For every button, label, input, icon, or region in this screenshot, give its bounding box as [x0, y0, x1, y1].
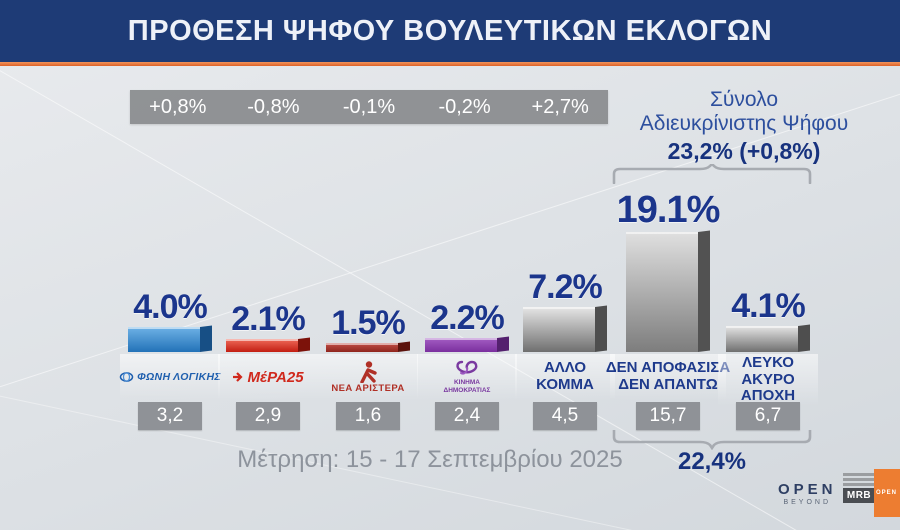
bar-side: [698, 230, 710, 352]
party-label-mera25: ΜέΡΑ25: [218, 354, 318, 400]
bar-face: [326, 343, 398, 352]
previous-value-box: 15,7: [636, 402, 700, 430]
previous-value-box: 4,5: [533, 402, 597, 430]
pct-label: 2.1%: [231, 300, 305, 338]
party-name: ΝΕΑ ΑΡΙΣΤΕΡΑ: [331, 382, 405, 394]
previous-value-box: 6,7: [736, 402, 800, 430]
bar-side: [200, 325, 212, 352]
bar-side: [398, 341, 410, 352]
undecided-annotation-line1: Σύνολο: [709, 88, 779, 111]
category-label-allo-komma: ΑΛΛΟ ΚΟΜΜΑ: [515, 354, 615, 400]
changes-strip: +0,8% -0,8% -0,1% -0,2% +2,7%: [130, 90, 608, 124]
bar-top-highlight: [523, 307, 595, 309]
survey-period: Μέτρηση: 15 - 17 Σεπτεμβρίου 2025: [237, 446, 623, 473]
previous-value-box: 2,4: [435, 402, 499, 430]
bar: [326, 341, 410, 352]
bar-top-highlight: [128, 327, 200, 329]
bar: [726, 324, 810, 352]
bar-top-highlight: [626, 232, 698, 234]
mera25-arrow-icon: [233, 372, 244, 382]
bar-face: [523, 307, 595, 352]
category-line2: ΔΕΝ ΑΠΑΝΤΩ: [618, 376, 718, 393]
bar-column-mera25: 2.1%: [218, 175, 318, 352]
change-value: -0,8%: [247, 95, 300, 118]
party-name: ΜέΡΑ25: [247, 368, 304, 386]
bar: [425, 336, 509, 352]
bar-column-leuko-akyro-apochi: 4.1%: [718, 175, 818, 352]
mrb-logo-text: MRB: [843, 488, 875, 503]
change-value: +0,8%: [149, 95, 207, 118]
change-value: +2,7%: [531, 95, 589, 118]
open-logo-subtext: BEYOND: [783, 499, 832, 506]
open-logo-text: OPEN: [778, 481, 837, 498]
category-line3: ΑΠΟΧΗ: [740, 387, 796, 405]
mrb-logo: MRB: [843, 473, 875, 503]
party-name-line1: ΚΙΝΗΜΑ: [453, 379, 480, 387]
bar-face: [425, 338, 497, 352]
bar-face: [128, 327, 200, 352]
bar-column-allo-komma: 7.2%: [515, 175, 615, 352]
party-label-kinima-dimokratias: ΚΙΝΗΜΑ ΔΗΜΟΚΡΑΤΙΑΣ: [417, 354, 517, 400]
pct-label: 7.2%: [528, 268, 602, 306]
previous-value-box: 1,6: [336, 402, 400, 430]
header-accent-line: [0, 62, 900, 66]
change-value: -0,2%: [438, 95, 491, 118]
party-name: ΦΩΝΗ ΛΟΓΙΚΗΣ: [137, 371, 221, 383]
foni-logikis-logo-icon: [119, 372, 134, 382]
bar-column-den-apofasisa: 19.1%: [616, 175, 721, 352]
category-label-den-apofasisa: ΔΕΝ ΑΠΟΦΑΣΙΣΑ ΔΕΝ ΑΠΑΝΤΩ: [606, 354, 730, 400]
bar-side: [595, 305, 607, 352]
bar: [226, 337, 310, 352]
category-label-leuko-akyro-apochi: ΛΕΥΚΟ ΑΚΥΡΟ ΑΠΟΧΗ: [718, 354, 818, 406]
undecided-total: 23,2% (+0,8%): [667, 137, 821, 164]
bar-side: [798, 324, 810, 352]
pct-label: 1.5%: [331, 304, 405, 342]
bar-face: [626, 232, 698, 352]
previous-value-box: 3,2: [138, 402, 202, 430]
previous-undecided-total: 22,4%: [677, 448, 747, 475]
nea-aristera-logo-icon: [360, 360, 377, 383]
pct-label: 4.1%: [731, 287, 805, 325]
category-line1: ΑΛΛΟ: [543, 359, 587, 377]
undecided-annotation: Σύνολο Αδιευκρίνιστης Ψήφου 23,2% (+0,8%…: [606, 88, 882, 164]
bar: [626, 230, 710, 352]
bar: [523, 305, 607, 352]
category-line2: ΚΟΜΜΑ: [536, 376, 594, 393]
party-name-line2: ΔΗΜΟΚΡΑΤΙΑΣ: [443, 387, 491, 394]
party-label-foni-logikis: ΦΩΝΗ ΛΟΓΙΚΗΣ: [119, 354, 221, 400]
bar-top-highlight: [726, 326, 798, 328]
bar-top-highlight: [425, 338, 497, 340]
page-title: ΠΡΟΘΕΣΗ ΨΗΦΟΥ ΒΟΥΛΕΥΤΙΚΩΝ ΕΚΛΟΓΩΝ: [127, 14, 773, 47]
bar-column-nea-aristera: 1.5%: [318, 175, 418, 352]
category-line1: ΛΕΥΚΟ: [742, 353, 794, 371]
bar: [128, 325, 212, 352]
bar-face: [226, 339, 298, 352]
bar-top-highlight: [226, 339, 298, 341]
bar-column-foni-logikis: 4.0%: [120, 175, 220, 352]
header-band: ΠΡΟΘΕΣΗ ΨΗΦΟΥ ΒΟΥΛΕΥΤΙΚΩΝ ΕΚΛΟΓΩΝ: [0, 0, 900, 62]
change-value: -0,1%: [342, 95, 396, 118]
bar-side: [497, 336, 509, 352]
previous-value-box: 2,9: [236, 402, 300, 430]
category-line2: ΑΚΥΡΟ: [741, 370, 795, 388]
party-label-nea-aristera: ΝΕΑ ΑΡΙΣΤΕΡΑ: [318, 354, 418, 400]
corner-open-badge: OPEN: [874, 469, 900, 517]
open-channel-logo: OPEN BEYOND: [778, 481, 837, 506]
bar-face: [726, 326, 798, 352]
mrb-logo-stripes: [843, 473, 875, 486]
undecided-annotation-line2: Αδιευκρίνιστης Ψήφου: [639, 111, 849, 135]
bar-top-highlight: [326, 343, 398, 345]
kinima-dimokratias-logo-icon: [456, 361, 478, 375]
pct-label: 19.1%: [616, 189, 721, 231]
pct-label: 2.2%: [430, 299, 504, 337]
pct-label: 4.0%: [133, 288, 207, 326]
category-line1: ΔΕΝ ΑΠΟΦΑΣΙΣΑ: [605, 359, 731, 377]
bar-column-kinima-dimokratias: 2.2%: [417, 175, 517, 352]
bar-side: [298, 337, 310, 352]
